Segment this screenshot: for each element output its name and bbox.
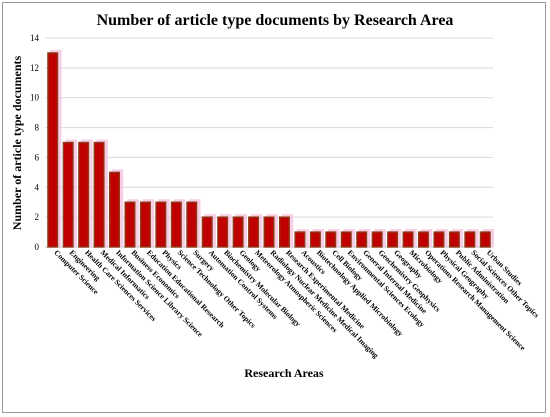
y-axis-ticks: 0 2 4 6 8 10 12 14 (30, 33, 40, 252)
bar (263, 216, 275, 248)
bar (278, 216, 290, 248)
bar (309, 231, 321, 248)
bar (217, 216, 229, 248)
y-tick-label: 4 (35, 182, 40, 192)
bar (356, 231, 368, 248)
chart-title: Number of article type documents by Rese… (97, 12, 454, 29)
bar (155, 201, 167, 248)
y-tick-label: 0 (35, 242, 40, 252)
bar (109, 171, 121, 248)
chart-frame: Number of article type documents by Rese… (2, 2, 546, 413)
bar (387, 231, 399, 248)
y-tick-label: 10 (30, 93, 40, 103)
bar (139, 201, 151, 248)
x-axis-title: Research Areas (244, 366, 324, 380)
bar (62, 141, 74, 248)
bar (371, 231, 383, 248)
bar (124, 201, 136, 248)
bar (186, 201, 198, 248)
bar (464, 231, 476, 248)
bar (248, 216, 260, 248)
bar (170, 201, 182, 248)
bar (340, 231, 352, 248)
bar (448, 231, 460, 248)
bar (201, 216, 213, 248)
y-tick-label: 14 (30, 33, 40, 43)
bar (78, 141, 90, 248)
bar (232, 216, 244, 248)
bar (433, 231, 445, 248)
y-tick-label: 2 (35, 212, 40, 222)
y-tick-label: 12 (30, 63, 39, 73)
bar-chart: Number of article type documents by Rese… (10, 12, 541, 380)
bar (93, 141, 105, 248)
y-axis-title: Number of article type documents (10, 55, 24, 230)
bar (402, 231, 414, 248)
bar (47, 52, 59, 248)
bar (479, 231, 491, 248)
y-tick-label: 8 (35, 123, 40, 133)
bar (417, 231, 429, 248)
bar (325, 231, 337, 248)
bars (47, 49, 495, 248)
y-tick-label: 6 (35, 152, 40, 162)
bar (294, 231, 306, 248)
